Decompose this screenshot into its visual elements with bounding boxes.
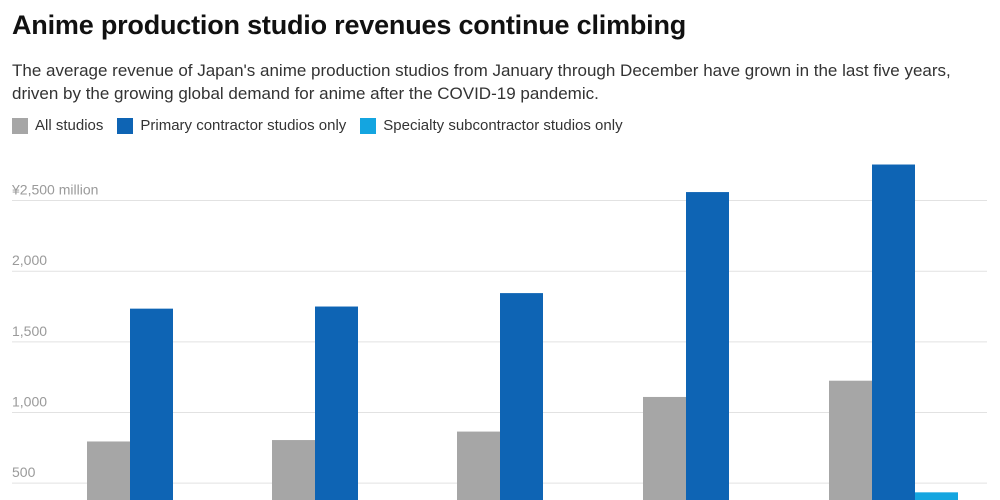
- bar-series1-group3: [686, 192, 729, 500]
- bar-series1-group4: [872, 164, 915, 500]
- y-tick-label-500: 500: [12, 464, 36, 480]
- legend-swatch-primary-contractor: [117, 117, 134, 134]
- legend-item-all-studios: All studios: [12, 117, 103, 134]
- legend-item-primary-contractor: Primary contractor studios only: [117, 117, 346, 134]
- y-tick-label-2000: 2,000: [12, 252, 47, 268]
- legend: All studios Primary contractor studios o…: [12, 117, 637, 134]
- bar-series0-group3: [643, 396, 686, 500]
- bar-series1-group0: [130, 308, 173, 500]
- legend-swatch-all-studios: [12, 117, 28, 134]
- bar-series0-group0: [87, 441, 130, 500]
- chart-subtitle: The average revenue of Japan's anime pro…: [12, 61, 951, 103]
- y-tick-label-1500: 1,500: [12, 323, 47, 339]
- legend-item-specialty-subcontractor: Specialty subcontractor studios only: [360, 117, 623, 134]
- bar-series0-group1: [272, 440, 315, 500]
- bar-series1-group2: [500, 293, 543, 500]
- legend-swatch-specialty-subcontractor: [360, 117, 377, 134]
- bar-series1-group1: [315, 306, 358, 500]
- y-tick-label-1000: 1,000: [12, 394, 47, 410]
- legend-label-primary-contractor: Primary contractor studios only: [140, 117, 347, 134]
- chart-title: Anime production studio revenues continu…: [12, 10, 687, 40]
- y-tick-label-2500: ¥2,500 million: [11, 182, 98, 198]
- bar-series0-group2: [457, 431, 500, 500]
- legend-label-all-studios: All studios: [35, 117, 104, 134]
- legend-label-specialty-subcontractor: Specialty subcontractor studios only: [383, 117, 623, 134]
- bar-series0-group4: [829, 380, 872, 500]
- bar-series2-group4: [915, 492, 958, 500]
